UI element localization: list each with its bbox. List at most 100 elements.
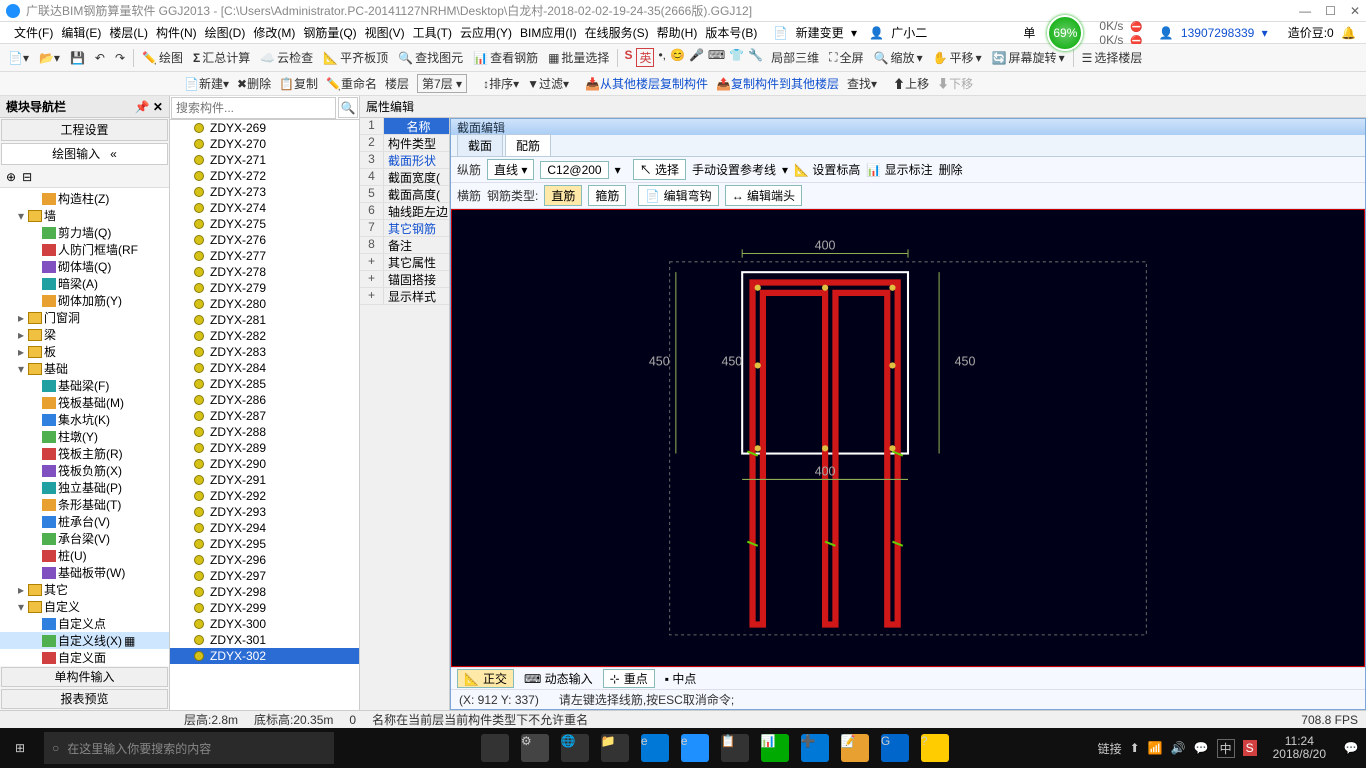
menu-item[interactable]: 版本号(B): [701, 26, 761, 40]
new-change-button[interactable]: 📄 新建变更 ▾: [769, 24, 861, 41]
fullscreen-button[interactable]: ⛶全屏: [827, 49, 865, 66]
rebar-tab[interactable]: 配筋: [505, 134, 551, 156]
list-item[interactable]: ZDYX-269: [170, 120, 359, 136]
list-item[interactable]: ZDYX-274: [170, 200, 359, 216]
undo-icon[interactable]: ↶: [93, 51, 107, 65]
pan-button[interactable]: ✋平移▾: [931, 49, 984, 66]
pin-icon[interactable]: 📌 ✕: [135, 100, 163, 114]
flat-button[interactable]: 📐平齐板顶: [321, 49, 390, 66]
rebar-spec-select[interactable]: C12@200: [540, 161, 608, 179]
draw-button[interactable]: ✏️绘图: [140, 49, 185, 66]
list-item[interactable]: ZDYX-300: [170, 616, 359, 632]
list-item[interactable]: ZDYX-295: [170, 536, 359, 552]
tree-node[interactable]: 自定义点: [0, 615, 169, 632]
line-type-select[interactable]: 直线 ▾: [487, 159, 534, 180]
select-floor-button[interactable]: ☰选择楼层: [1080, 49, 1145, 66]
expand-icon[interactable]: ⊕: [6, 170, 16, 184]
new-file-icon[interactable]: 📄▾: [6, 51, 31, 65]
property-row[interactable]: 4截面宽度(: [360, 169, 449, 186]
list-item[interactable]: ZDYX-289: [170, 440, 359, 456]
move-up-button[interactable]: ⬆上移: [893, 75, 929, 92]
property-row[interactable]: 1名称: [360, 118, 449, 135]
list-item[interactable]: ZDYX-281: [170, 312, 359, 328]
rotate-button[interactable]: 🔄屏幕旋转▾: [990, 49, 1067, 66]
tray-icon[interactable]: 🔊: [1171, 741, 1186, 755]
tree-node[interactable]: ▸板: [0, 343, 169, 360]
property-row[interactable]: 6轴线距左边: [360, 203, 449, 220]
manual-ref-button[interactable]: 手动设置参考线: [692, 161, 776, 178]
delete-rebar-button[interactable]: 删除: [939, 161, 963, 178]
edit-end-button[interactable]: ↔ 编辑端头: [725, 185, 802, 206]
link-label[interactable]: 链接: [1098, 740, 1122, 757]
tree-node[interactable]: 桩承台(V): [0, 513, 169, 530]
menu-item[interactable]: 云应用(Y): [456, 26, 516, 40]
list-item[interactable]: ZDYX-273: [170, 184, 359, 200]
sort-button[interactable]: ↕排序▾: [483, 75, 519, 92]
menu-item[interactable]: 工具(T): [409, 26, 456, 40]
menu-item[interactable]: 帮助(H): [653, 26, 702, 40]
list-item[interactable]: ZDYX-291: [170, 472, 359, 488]
property-row[interactable]: +锚固搭接: [360, 271, 449, 288]
task-icon[interactable]: e: [681, 734, 709, 762]
find-img-button[interactable]: 🔍查找图元: [396, 49, 465, 66]
notification-icon[interactable]: 💬: [1336, 741, 1366, 755]
task-icon[interactable]: 📋: [721, 734, 749, 762]
list-item[interactable]: ZDYX-293: [170, 504, 359, 520]
property-edit-tab[interactable]: 属性编辑: [366, 98, 414, 115]
tree-node[interactable]: 筏板基础(M): [0, 394, 169, 411]
find-button[interactable]: 查找▾: [847, 75, 877, 92]
menu-item[interactable]: 视图(V): [361, 26, 409, 40]
tree-node[interactable]: ▾墙: [0, 207, 169, 224]
property-row[interactable]: 2构件类型: [360, 135, 449, 152]
task-icon[interactable]: 📊: [761, 734, 789, 762]
list-item[interactable]: ZDYX-298: [170, 584, 359, 600]
report-preview-tab[interactable]: 报表预览: [1, 689, 168, 709]
tree-node[interactable]: 自定义线(X) ▦: [0, 632, 169, 649]
tray-icon[interactable]: ⬆: [1130, 741, 1140, 755]
list-item[interactable]: ZDYX-270: [170, 136, 359, 152]
menu-item[interactable]: 编辑(E): [57, 26, 105, 40]
open-icon[interactable]: 📂▾: [37, 51, 62, 65]
tree-node[interactable]: 自定义面: [0, 649, 169, 666]
cloud-check-button[interactable]: ☁️云检查: [258, 49, 315, 66]
menu-item[interactable]: 文件(F): [10, 26, 57, 40]
tree-node[interactable]: 筏板主筋(R): [0, 445, 169, 462]
property-row[interactable]: 8备注: [360, 237, 449, 254]
start-button[interactable]: ⊞: [0, 728, 40, 768]
section-canvas[interactable]: 400 450 450 450 400: [451, 209, 1365, 667]
rename-button[interactable]: ✏️重命名: [326, 75, 377, 92]
project-settings-tab[interactable]: 工程设置: [1, 119, 168, 141]
tree-node[interactable]: ▾基础: [0, 360, 169, 377]
redo-icon[interactable]: ↷: [113, 51, 127, 65]
zoom-button[interactable]: 🔍缩放▾: [872, 49, 925, 66]
save-icon[interactable]: 💾: [68, 51, 87, 65]
taskbar-clock[interactable]: 11:242018/8/20: [1263, 735, 1336, 761]
list-item[interactable]: ZDYX-283: [170, 344, 359, 360]
tree-node[interactable]: 人防门框墙(RF: [0, 241, 169, 258]
menu-item[interactable]: 钢筋量(Q): [299, 26, 360, 40]
task-icon[interactable]: 🌐: [561, 734, 589, 762]
task-icon[interactable]: ?: [921, 734, 949, 762]
copy-to-floor-button[interactable]: 📤复制构件到其他楼层: [716, 75, 839, 92]
tree-node[interactable]: 筏板负筋(X): [0, 462, 169, 479]
tree-node[interactable]: 砌体加筋(Y): [0, 292, 169, 309]
list-item[interactable]: ZDYX-285: [170, 376, 359, 392]
tree-node[interactable]: 构造柱(Z): [0, 190, 169, 207]
sum-button[interactable]: Σ 汇总计算: [191, 49, 252, 66]
tree-node[interactable]: 砌体墙(Q): [0, 258, 169, 275]
tree-node[interactable]: ▸其它: [0, 581, 169, 598]
menu-item[interactable]: BIM应用(I): [516, 26, 581, 40]
tree-node[interactable]: ▸梁: [0, 326, 169, 343]
tree-node[interactable]: 基础梁(F): [0, 377, 169, 394]
menu-item[interactable]: 楼层(L): [105, 26, 152, 40]
local-3d-button[interactable]: 局部三维: [769, 49, 821, 66]
copy-from-floor-button[interactable]: 📥从其他楼层复制构件: [585, 75, 708, 92]
menu-item[interactable]: 修改(M): [249, 26, 299, 40]
section-tab[interactable]: 截面: [457, 134, 503, 156]
tree-node[interactable]: 条形基础(T): [0, 496, 169, 513]
list-item[interactable]: ZDYX-271: [170, 152, 359, 168]
tree-node[interactable]: 承台梁(V): [0, 530, 169, 547]
stirrup-button[interactable]: 箍筋: [588, 185, 626, 206]
single-input-tab[interactable]: 单构件输入: [1, 667, 168, 687]
list-item[interactable]: ZDYX-292: [170, 488, 359, 504]
